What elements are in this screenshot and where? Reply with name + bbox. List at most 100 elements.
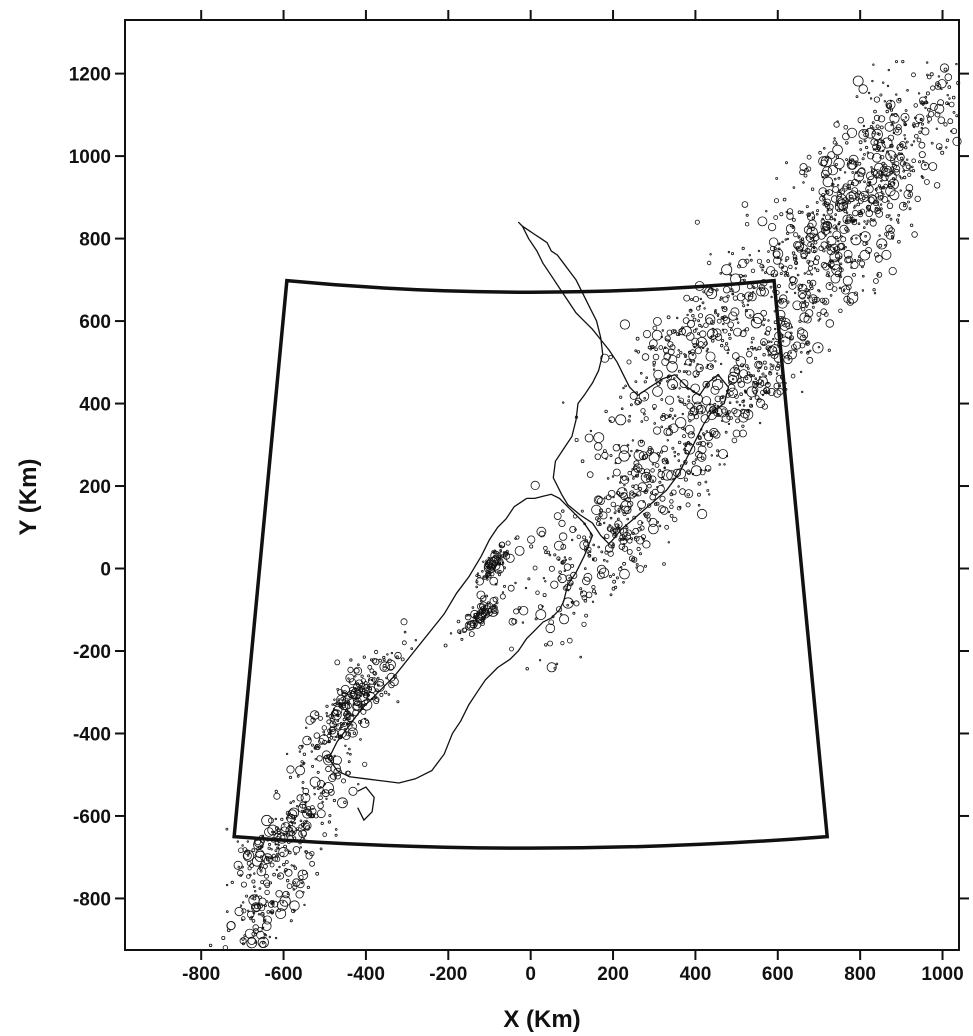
earthquake-point bbox=[823, 311, 829, 317]
x-axis: -800 -600 -400 -200 0 200 400 600 800 1000 bbox=[182, 10, 964, 985]
earthquake-point bbox=[886, 202, 894, 209]
earthquake-point bbox=[803, 272, 807, 275]
earthquake-point bbox=[689, 406, 700, 416]
earthquake-point bbox=[685, 502, 691, 508]
earthquake-point bbox=[293, 818, 297, 821]
earthquake-point bbox=[251, 856, 263, 867]
earthquake-point bbox=[940, 150, 945, 155]
earthquake-point bbox=[773, 250, 781, 258]
earthquake-point bbox=[631, 439, 635, 442]
earthquake-point bbox=[226, 928, 231, 933]
earthquake-point bbox=[819, 317, 822, 320]
earthquake-point bbox=[741, 424, 745, 428]
earthquake-point bbox=[508, 617, 517, 626]
earthquake-point bbox=[300, 744, 304, 748]
earthquake-point bbox=[296, 805, 299, 808]
earthquake-point bbox=[564, 558, 568, 562]
earthquake-point bbox=[643, 380, 647, 384]
earthquake-point bbox=[340, 702, 347, 708]
earthquake-point bbox=[895, 124, 902, 131]
earthquake-point bbox=[688, 419, 692, 423]
earthquake-point bbox=[254, 850, 266, 863]
earthquake-point bbox=[833, 137, 836, 140]
earthquake-point bbox=[748, 253, 752, 257]
earthquake-point bbox=[950, 130, 953, 133]
earthquake-point bbox=[302, 735, 312, 746]
earthquake-point bbox=[299, 801, 307, 809]
earthquake-point bbox=[885, 150, 897, 162]
earthquake-point bbox=[659, 495, 666, 502]
earthquake-point bbox=[642, 540, 651, 549]
earthquake-point bbox=[905, 140, 909, 144]
earthquake-point bbox=[635, 336, 640, 341]
earthquake-point bbox=[889, 155, 893, 159]
earthquake-point bbox=[831, 184, 834, 188]
earthquake-point bbox=[820, 261, 828, 269]
earthquake-point bbox=[902, 119, 905, 122]
earthquake-point bbox=[555, 606, 563, 613]
earthquake-point bbox=[929, 102, 938, 111]
earthquake-point bbox=[801, 390, 804, 394]
earthquake-point bbox=[610, 501, 616, 508]
earthquake-point bbox=[900, 176, 903, 180]
earthquake-point bbox=[810, 187, 815, 191]
earthquake-point bbox=[276, 872, 285, 880]
earthquake-point bbox=[799, 342, 806, 349]
earthquake-point bbox=[718, 449, 728, 459]
earthquake-point bbox=[318, 795, 323, 800]
earthquake-point bbox=[684, 442, 688, 445]
earthquake-point bbox=[567, 589, 570, 592]
earthquake-point bbox=[322, 739, 328, 745]
earthquake-point bbox=[261, 834, 265, 838]
earthquake-point bbox=[811, 216, 815, 220]
earthquake-point bbox=[760, 309, 767, 317]
earthquake-point bbox=[699, 297, 703, 301]
earthquake-point bbox=[773, 215, 779, 221]
earthquake-point bbox=[711, 378, 724, 391]
earthquake-point bbox=[702, 432, 705, 435]
earthquake-point bbox=[697, 332, 700, 336]
earthquake-point bbox=[874, 252, 880, 258]
earthquake-point bbox=[690, 407, 696, 413]
earthquake-point bbox=[765, 326, 772, 333]
earthquake-point bbox=[865, 209, 873, 218]
earthquake-point bbox=[681, 326, 684, 330]
earthquake-point bbox=[604, 409, 608, 414]
earthquake-point bbox=[594, 592, 598, 595]
earthquake-point bbox=[300, 881, 304, 885]
earthquake-point bbox=[558, 519, 566, 528]
earthquake-point bbox=[688, 351, 697, 361]
earthquake-point bbox=[482, 575, 487, 580]
earthquake-point bbox=[278, 865, 281, 869]
earthquake-point bbox=[785, 223, 796, 234]
earthquake-point bbox=[810, 243, 815, 248]
earthquake-point bbox=[917, 121, 921, 125]
earthquake-point bbox=[888, 266, 897, 276]
earthquake-point bbox=[610, 544, 615, 549]
earthquake-point bbox=[315, 871, 320, 876]
earthquake-point bbox=[704, 468, 708, 472]
earthquake-point bbox=[309, 850, 315, 857]
earthquake-point bbox=[850, 266, 853, 269]
earthquake-point bbox=[642, 329, 652, 339]
earthquake-point bbox=[650, 451, 653, 454]
earthquake-point bbox=[736, 264, 742, 269]
earthquake-point bbox=[396, 700, 400, 704]
earthquake-point bbox=[569, 526, 577, 534]
earthquake-point bbox=[736, 377, 742, 384]
earthquake-point bbox=[484, 562, 488, 566]
earthquake-point bbox=[720, 316, 725, 320]
earthquake-point bbox=[622, 386, 625, 390]
earthquake-point bbox=[696, 363, 699, 366]
earthquake-point bbox=[525, 667, 529, 671]
earthquake-point bbox=[796, 273, 800, 277]
earthquake-point bbox=[338, 726, 342, 730]
earthquake-point bbox=[764, 374, 767, 378]
earthquake-point bbox=[741, 399, 745, 404]
earthquake-point bbox=[928, 162, 938, 171]
earthquake-point bbox=[879, 125, 884, 130]
earthquake-point bbox=[793, 241, 802, 250]
earthquake-point bbox=[652, 407, 656, 411]
y-tick-label: 1200 bbox=[69, 65, 111, 86]
earthquake-point bbox=[761, 265, 765, 269]
